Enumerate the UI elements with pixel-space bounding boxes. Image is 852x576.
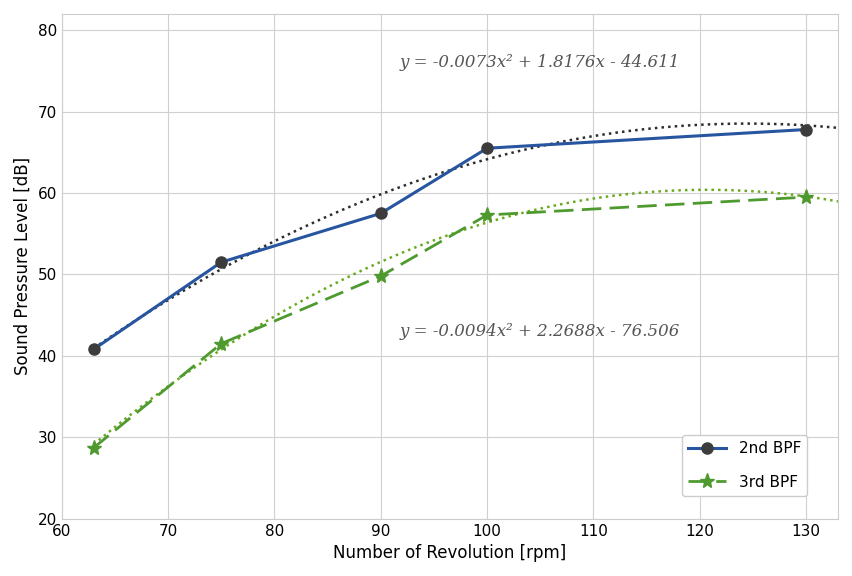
2nd BPF <box>801 126 811 133</box>
Y-axis label: Sound Pressure Level [dB]: Sound Pressure Level [dB] <box>14 157 32 376</box>
3rd BPF <box>801 194 811 200</box>
2nd BPF <box>216 259 227 266</box>
Line: 3rd BPF: 3rd BPF <box>86 190 814 456</box>
2nd BPF <box>376 210 386 217</box>
3rd BPF <box>482 211 492 218</box>
3rd BPF <box>376 272 386 279</box>
Line: 2nd BPF: 2nd BPF <box>88 124 812 355</box>
Legend: 2nd BPF, 3rd BPF: 2nd BPF, 3rd BPF <box>682 435 807 496</box>
3rd BPF <box>216 340 227 347</box>
2nd BPF <box>482 145 492 151</box>
2nd BPF <box>89 346 99 353</box>
X-axis label: Number of Revolution [rpm]: Number of Revolution [rpm] <box>333 544 567 562</box>
Text: y = -0.0094x² + 2.2688x - 76.506: y = -0.0094x² + 2.2688x - 76.506 <box>400 323 681 340</box>
Text: y = -0.0073x² + 1.8176x - 44.611: y = -0.0073x² + 1.8176x - 44.611 <box>400 54 681 71</box>
3rd BPF <box>89 445 99 452</box>
